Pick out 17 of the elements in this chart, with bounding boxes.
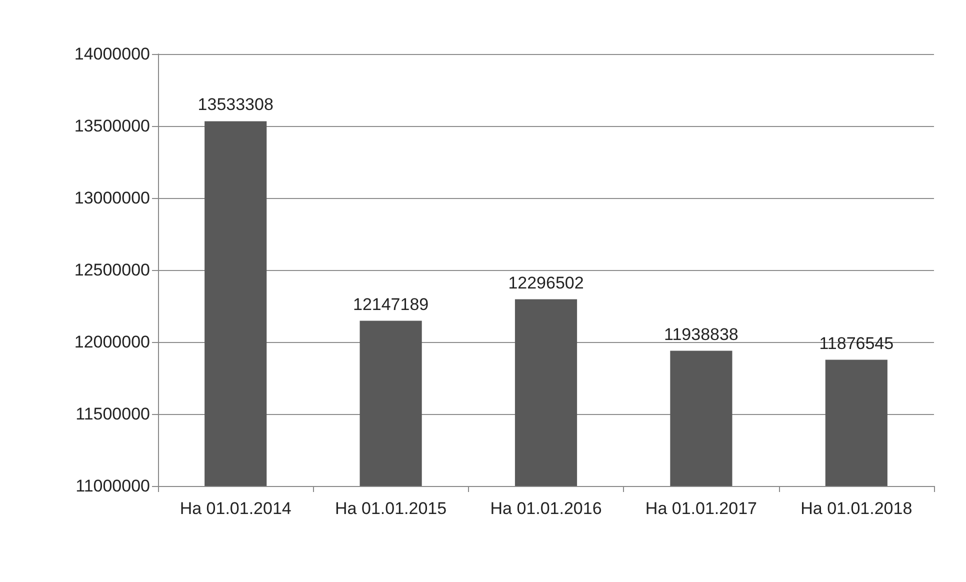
- y-tick-label: 12500000: [74, 260, 150, 280]
- data-label: 12296502: [508, 273, 584, 292]
- x-tick-label: На 01.01.2017: [645, 499, 757, 518]
- x-tick-label: На 01.01.2014: [180, 499, 292, 518]
- data-label: 12147189: [352, 294, 429, 314]
- y-tick-label: 13500000: [74, 116, 150, 136]
- data-label: 11938838: [664, 324, 738, 344]
- x-tick-label: На 01.01.2018: [800, 499, 912, 518]
- x-tick-label: На 01.01.2015: [335, 499, 447, 518]
- x-tick-label: На 01.01.2016: [490, 499, 602, 518]
- y-tick-label: 11000000: [76, 476, 150, 496]
- y-tick-label: 14000000: [74, 44, 150, 64]
- y-tick-label: 13000000: [74, 188, 150, 208]
- data-label: 11876545: [819, 334, 894, 353]
- y-tick-label: 11500000: [76, 404, 150, 424]
- y-tick-label: 12000000: [74, 332, 150, 352]
- data-label: 13533308: [198, 95, 274, 114]
